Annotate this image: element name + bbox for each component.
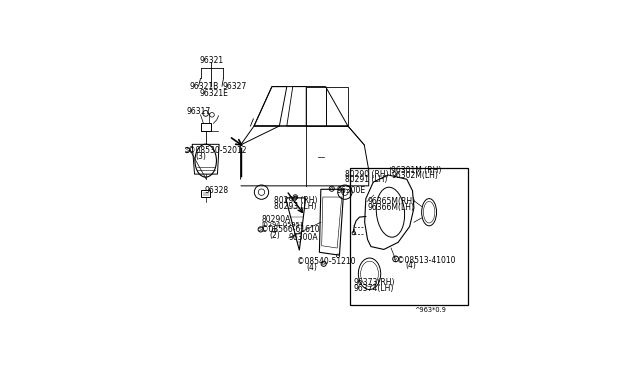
Text: 96300E: 96300E [336, 186, 365, 195]
Text: S: S [259, 227, 262, 232]
Text: (3): (3) [196, 152, 207, 161]
Text: 96321: 96321 [199, 56, 223, 65]
Text: 96301M (RH): 96301M (RH) [391, 166, 442, 174]
Text: 96300A: 96300A [289, 234, 318, 243]
Text: S: S [394, 256, 397, 262]
Text: (4): (4) [405, 261, 416, 270]
Text: 96327: 96327 [222, 82, 246, 91]
Text: 96302M(LH): 96302M(LH) [391, 171, 438, 180]
Text: 96321E: 96321E [200, 89, 228, 98]
Text: 96317: 96317 [186, 107, 211, 116]
Text: 80293 (LH): 80293 (LH) [273, 202, 316, 211]
Text: (4): (4) [307, 263, 317, 272]
Text: S: S [322, 261, 325, 266]
Text: 96321B: 96321B [190, 82, 219, 91]
Text: ©08530-52012: ©08530-52012 [188, 146, 246, 155]
Text: 96374(LH): 96374(LH) [354, 284, 394, 293]
Text: 80290A: 80290A [261, 215, 291, 224]
Text: ^963*0.9: ^963*0.9 [414, 307, 446, 312]
Text: [0294-0595]: [0294-0595] [261, 221, 303, 228]
Text: S: S [186, 148, 189, 153]
Text: 80290 (RH): 80290 (RH) [344, 170, 388, 179]
Text: ©08513-41010: ©08513-41010 [397, 256, 455, 264]
Text: 96328: 96328 [204, 186, 228, 195]
Text: 96366M(LH): 96366M(LH) [367, 203, 415, 212]
Bar [350, 168, 468, 305]
Text: 80291 (LH): 80291 (LH) [344, 175, 387, 185]
Text: 96365M(RH): 96365M(RH) [367, 197, 415, 206]
Text: 80292 (RH): 80292 (RH) [273, 196, 317, 205]
Text: (2): (2) [269, 231, 280, 240]
Text: ©08540-51210: ©08540-51210 [298, 257, 356, 266]
Text: 96373(RH): 96373(RH) [354, 279, 396, 288]
Text: ©08566-61610: ©08566-61610 [261, 225, 320, 234]
